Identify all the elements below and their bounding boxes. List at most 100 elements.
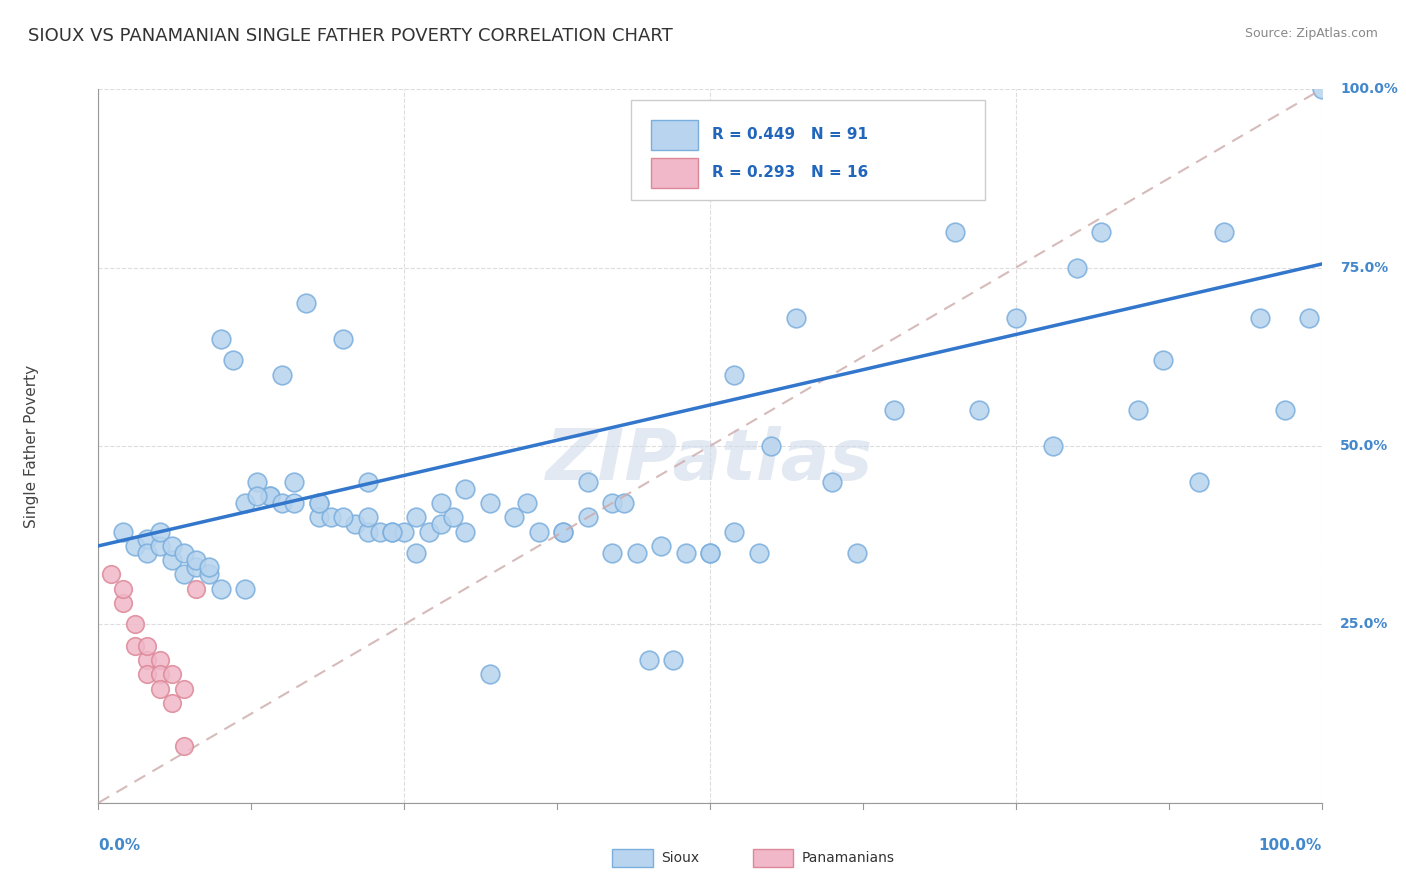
Point — [186, 582, 208, 596]
Text: 100.0%: 100.0% — [1258, 838, 1322, 854]
Text: ZIPatlas: ZIPatlas — [547, 425, 873, 495]
Point — [332, 510, 354, 524]
Point — [197, 567, 219, 582]
Point — [613, 496, 636, 510]
Point — [761, 439, 783, 453]
Text: 25.0%: 25.0% — [1340, 617, 1388, 632]
Point — [600, 546, 623, 560]
Point — [308, 510, 330, 524]
Text: 75.0%: 75.0% — [1340, 260, 1388, 275]
Text: 100.0%: 100.0% — [1340, 82, 1398, 96]
Point — [576, 475, 599, 489]
Point — [319, 510, 342, 524]
Text: 50.0%: 50.0% — [1340, 439, 1388, 453]
Point — [1274, 403, 1296, 417]
Point — [332, 332, 354, 346]
Point — [1298, 310, 1320, 325]
Point — [392, 524, 416, 539]
Point — [1152, 353, 1174, 368]
Point — [845, 546, 868, 560]
FancyBboxPatch shape — [630, 100, 986, 200]
Point — [1212, 225, 1234, 239]
Point — [576, 510, 599, 524]
Point — [111, 596, 134, 610]
Point — [1066, 260, 1088, 275]
Point — [943, 225, 966, 239]
Point — [553, 524, 575, 539]
Point — [344, 517, 367, 532]
Point — [418, 524, 440, 539]
Point — [160, 667, 183, 681]
Point — [381, 524, 404, 539]
Point — [111, 582, 134, 596]
Point — [270, 368, 294, 382]
Point — [173, 567, 195, 582]
Point — [222, 353, 245, 368]
Point — [233, 496, 256, 510]
Point — [233, 582, 256, 596]
Point — [405, 546, 427, 560]
Point — [136, 653, 159, 667]
Point — [149, 667, 172, 681]
Point — [454, 524, 477, 539]
Point — [173, 739, 195, 753]
Point — [430, 496, 453, 510]
Point — [478, 667, 501, 681]
Point — [149, 524, 172, 539]
Point — [160, 696, 183, 710]
Point — [600, 496, 623, 510]
Point — [186, 560, 208, 574]
Point — [662, 653, 685, 667]
Text: SIOUX VS PANAMANIAN SINGLE FATHER POVERTY CORRELATION CHART: SIOUX VS PANAMANIAN SINGLE FATHER POVERT… — [28, 27, 673, 45]
Point — [100, 567, 122, 582]
Point — [1004, 310, 1026, 325]
Point — [553, 524, 575, 539]
Point — [308, 496, 330, 510]
Point — [748, 546, 770, 560]
Point — [173, 546, 195, 560]
Point — [356, 510, 378, 524]
Point — [246, 475, 269, 489]
Point — [675, 546, 697, 560]
Point — [723, 524, 745, 539]
Point — [209, 582, 232, 596]
Point — [723, 368, 745, 382]
Point — [197, 560, 219, 574]
Point — [821, 475, 844, 489]
FancyBboxPatch shape — [651, 120, 697, 150]
Text: Panamanians: Panamanians — [801, 851, 894, 864]
Text: R = 0.293   N = 16: R = 0.293 N = 16 — [713, 165, 869, 180]
Point — [1128, 403, 1150, 417]
Point — [283, 496, 305, 510]
Point — [270, 496, 294, 510]
Point — [259, 489, 281, 503]
Point — [405, 510, 427, 524]
Point — [699, 546, 721, 560]
Point — [209, 332, 232, 346]
Point — [368, 524, 391, 539]
Point — [785, 310, 807, 325]
Point — [124, 617, 146, 632]
Point — [1310, 82, 1333, 96]
Point — [1090, 225, 1112, 239]
Point — [136, 667, 159, 681]
Point — [454, 482, 477, 496]
Point — [356, 524, 378, 539]
Point — [186, 553, 208, 567]
Point — [149, 653, 172, 667]
Point — [1249, 310, 1271, 325]
Point — [160, 553, 183, 567]
Point — [1042, 439, 1064, 453]
Text: Single Father Poverty: Single Father Poverty — [24, 365, 38, 527]
Point — [136, 546, 159, 560]
Point — [295, 296, 318, 310]
Point — [515, 496, 537, 510]
Point — [136, 532, 159, 546]
Text: R = 0.449   N = 91: R = 0.449 N = 91 — [713, 127, 869, 142]
Point — [173, 681, 195, 696]
Point — [967, 403, 990, 417]
Point — [136, 639, 159, 653]
Point — [883, 403, 905, 417]
Point — [637, 653, 661, 667]
Text: 0.0%: 0.0% — [98, 838, 141, 854]
